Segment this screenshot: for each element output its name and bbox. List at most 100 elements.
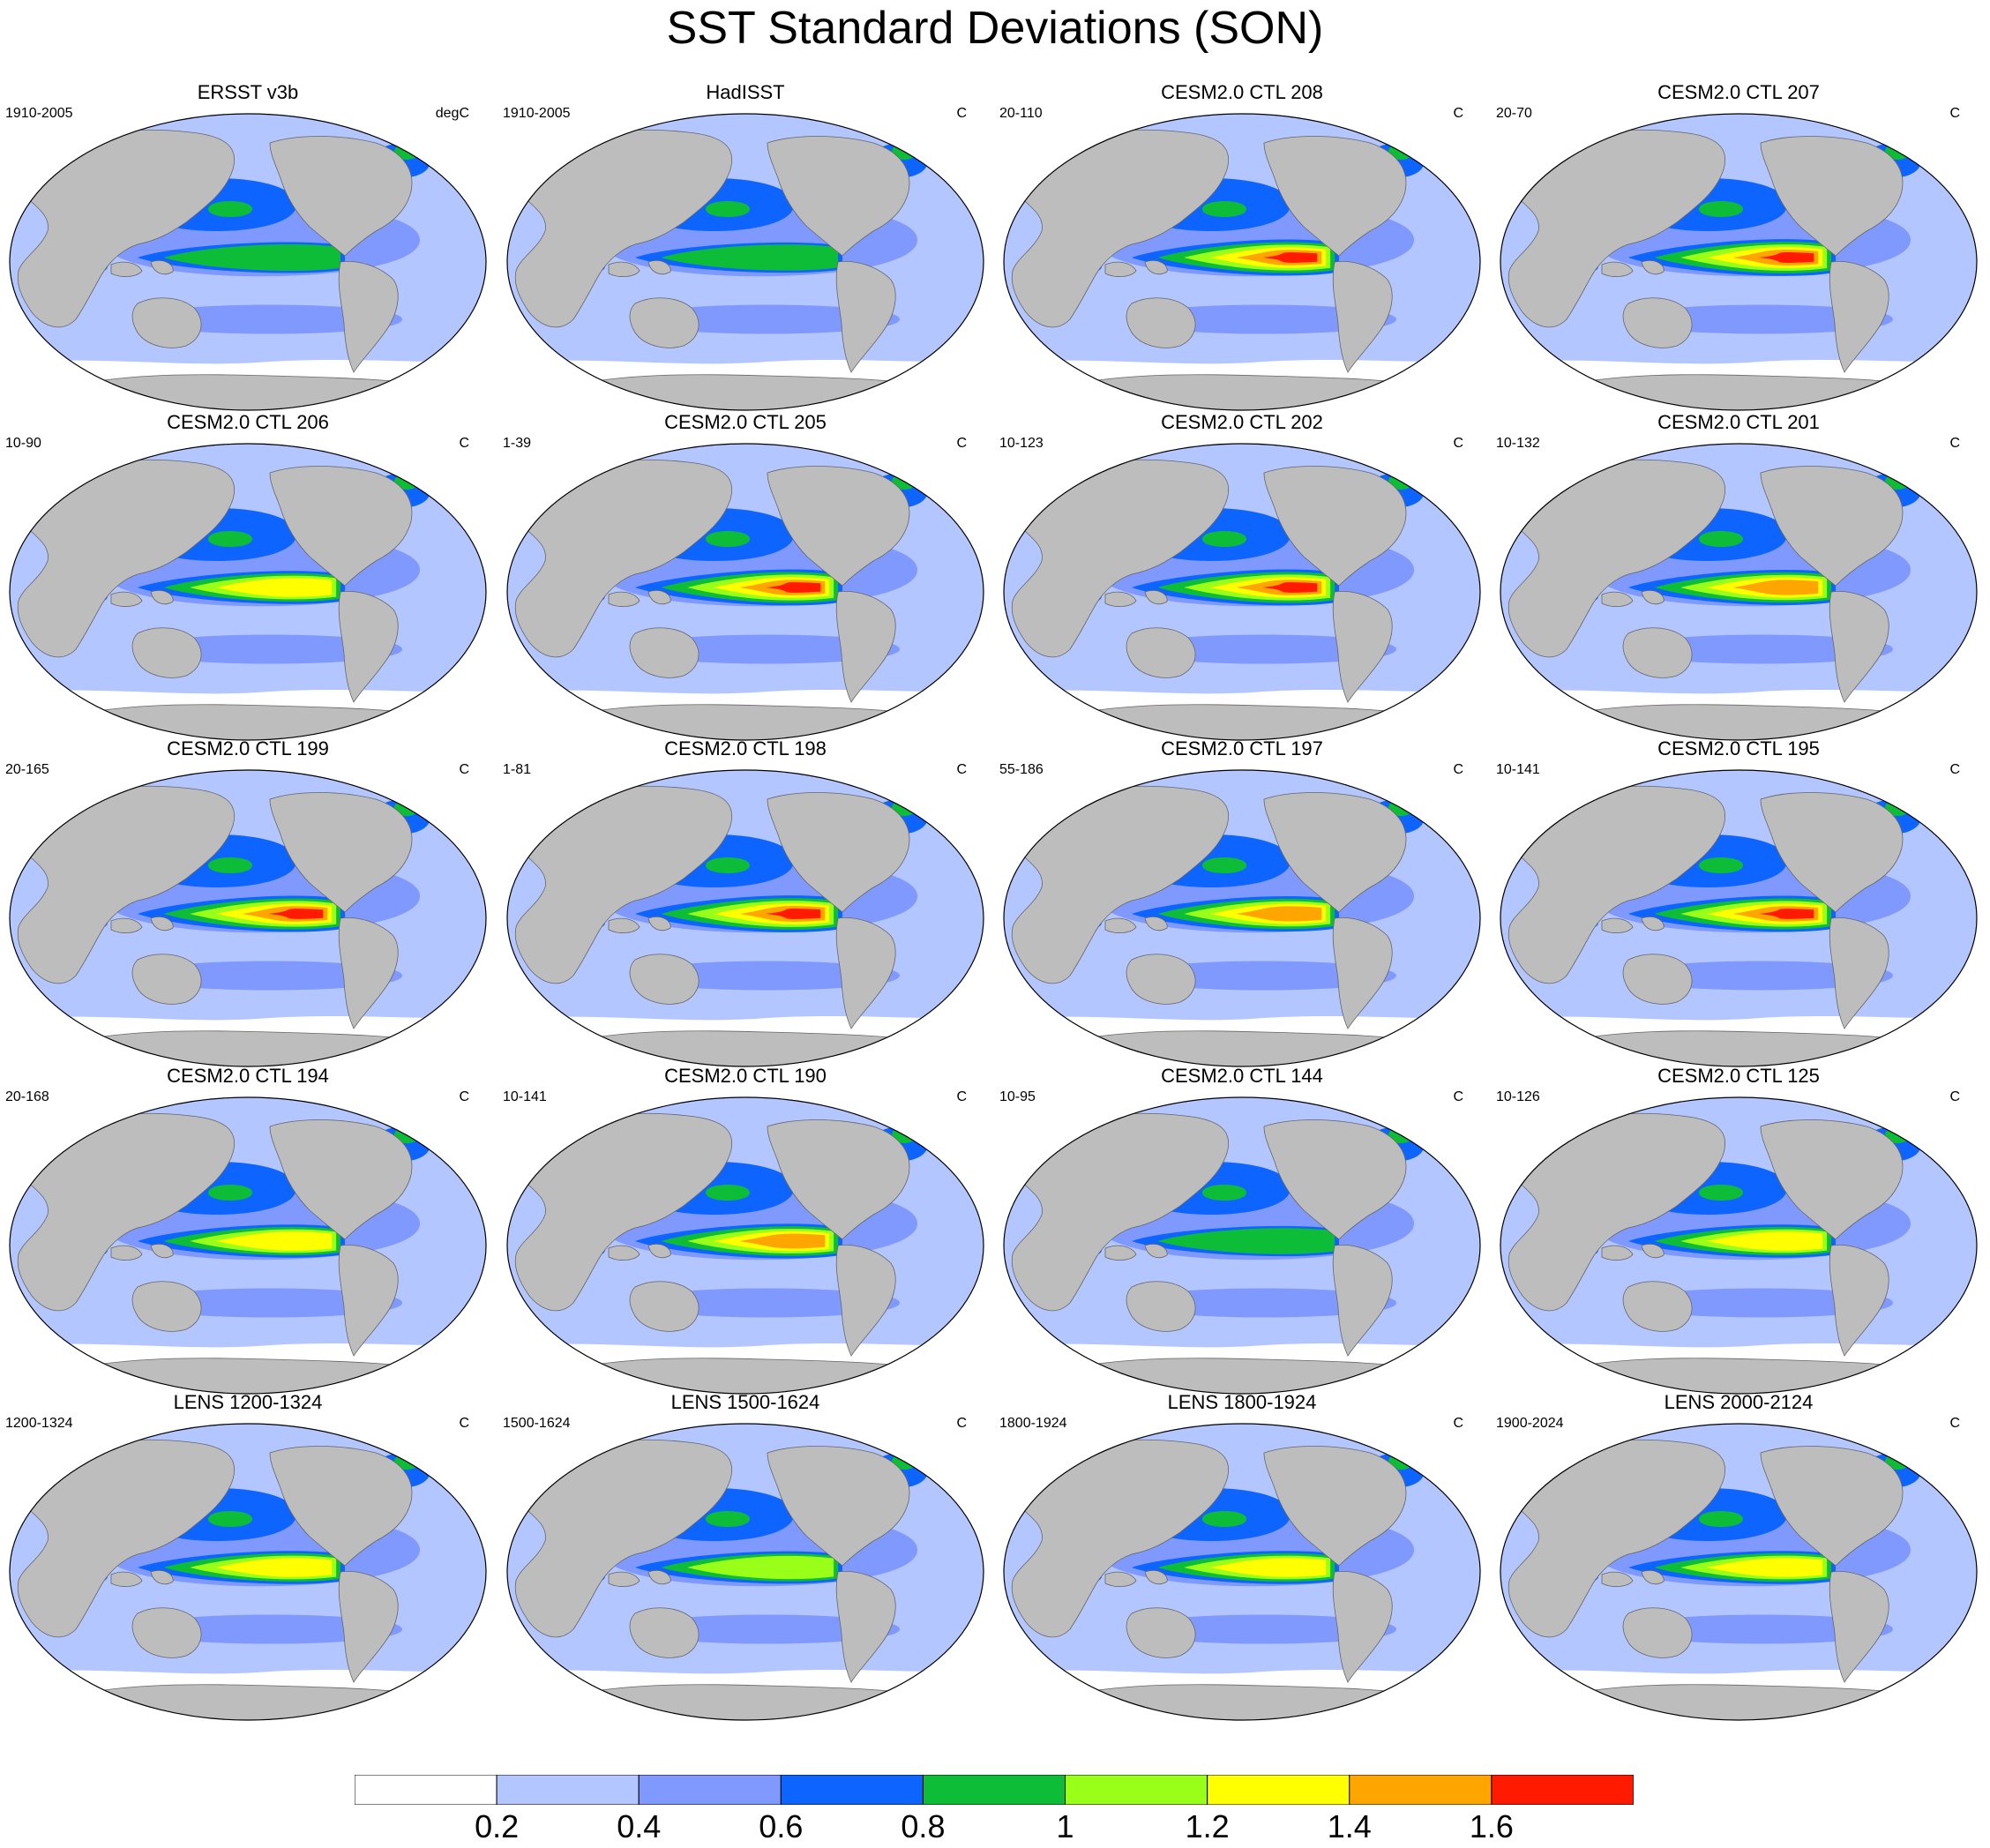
land-mass <box>1548 1684 1938 1720</box>
land-mass <box>338 917 399 1029</box>
map-outline <box>1500 769 1978 1067</box>
land-mass <box>1622 954 1693 1005</box>
land-mass <box>608 917 640 933</box>
panel-years: 1-81 <box>503 762 532 777</box>
sst-map <box>506 443 984 741</box>
land-mass <box>1641 260 1665 275</box>
land-mass <box>110 1245 143 1261</box>
sst-map <box>1500 1096 1978 1395</box>
map-outline <box>506 769 984 1067</box>
map-outline <box>1500 113 1978 411</box>
map-outline <box>506 1423 984 1721</box>
map-field <box>1500 444 1977 740</box>
land-mass <box>1263 792 1407 913</box>
land-mass <box>1601 261 1634 277</box>
land-mass <box>1829 591 1889 703</box>
land-mass <box>131 1281 202 1332</box>
panel-years: 10-123 <box>999 436 1044 451</box>
land-mass <box>1104 1245 1137 1261</box>
land-mass <box>110 917 143 933</box>
sst-map <box>9 113 487 411</box>
map-field <box>1500 1424 1977 1720</box>
map-outline <box>9 443 487 741</box>
panel-years: 1800-1924 <box>999 1416 1067 1431</box>
land-mass <box>1622 627 1693 678</box>
land-mass <box>647 917 671 931</box>
land-mass <box>1760 466 1904 587</box>
land-mass <box>835 591 896 703</box>
panel-units: C <box>956 106 967 121</box>
land-mass <box>406 452 443 477</box>
map-outline <box>1003 443 1481 741</box>
land-mass <box>1126 1281 1196 1332</box>
land-mass <box>608 1245 640 1261</box>
land-mass <box>57 374 447 410</box>
land-mass <box>647 1570 671 1585</box>
panel-years: 1-39 <box>503 436 532 451</box>
land-mass <box>1601 591 1634 607</box>
land-mass <box>338 591 399 703</box>
map-field <box>1004 770 1480 1066</box>
colorbar-tick-label: 0.6 <box>759 1808 804 1844</box>
map-panel: CESM2.0 CTL 207 20-70 C <box>1496 81 1981 416</box>
map-outline <box>9 1096 487 1395</box>
map-outline <box>506 113 984 411</box>
sst-map <box>506 1096 984 1395</box>
panel-units: C <box>1453 762 1463 777</box>
colorbar-tick-label: 1.4 <box>1327 1808 1372 1844</box>
colorbar-swatch <box>355 1775 498 1805</box>
panel-title: CESM2.0 CTL 206 <box>167 411 329 433</box>
land-mass <box>903 778 940 804</box>
land-mass <box>1760 1119 1904 1240</box>
map-field <box>10 1424 486 1720</box>
panel-years: 55-186 <box>999 762 1044 777</box>
land-mass <box>1896 452 1934 477</box>
land-mass <box>514 1112 732 1312</box>
map-field <box>10 444 486 740</box>
panel-title: LENS 2000-2124 <box>1664 1391 1814 1413</box>
sst-map <box>506 113 984 411</box>
land-mass <box>1760 136 1904 257</box>
panel-years: 10-95 <box>999 1089 1036 1104</box>
panel-years: 20-168 <box>5 1089 49 1104</box>
land-mass <box>903 122 940 147</box>
panel-units: C <box>956 1416 967 1431</box>
map-field <box>1004 1097 1480 1394</box>
panel-title: LENS 1500-1624 <box>670 1391 820 1413</box>
map-panel: CESM2.0 CTL 190 10-141 C <box>503 1065 988 1400</box>
map-field <box>507 114 984 410</box>
colorbar-tick-label: 1 <box>1056 1808 1074 1844</box>
land-mass <box>514 1439 732 1638</box>
panel-years: 1910-2005 <box>503 106 571 121</box>
land-mass <box>131 297 202 348</box>
land-mass <box>1896 122 1934 147</box>
land-mass <box>647 260 671 275</box>
panel-units: C <box>1453 1089 1463 1104</box>
land-mass <box>629 1281 699 1332</box>
land-mass <box>150 590 174 605</box>
land-mass <box>406 1105 443 1131</box>
sst-map <box>1500 1423 1978 1721</box>
panel-units: C <box>1949 762 1960 777</box>
panel-years: 10-141 <box>503 1089 547 1104</box>
map-panel: HadISST 1910-2005 C <box>503 81 988 416</box>
land-mass <box>1601 1245 1634 1261</box>
land-mass <box>1104 917 1137 933</box>
panel-years: 10-141 <box>1496 762 1540 777</box>
panel-units: C <box>459 1089 469 1104</box>
map-outline <box>9 769 487 1067</box>
land-mass <box>1601 1571 1634 1587</box>
panel-units: C <box>956 436 967 451</box>
colorbar-swatch <box>1207 1775 1350 1805</box>
colorbar-swatch <box>1349 1775 1492 1805</box>
land-mass <box>767 1119 910 1240</box>
colorbar-swatch <box>780 1775 924 1805</box>
map-field <box>507 770 984 1066</box>
land-mass <box>1641 1244 1665 1259</box>
land-mass <box>1051 374 1441 410</box>
land-mass <box>17 1112 235 1312</box>
colorbar-tick-label: 0.4 <box>617 1808 662 1844</box>
map-field <box>507 1097 984 1394</box>
panel-years: 1200-1324 <box>5 1416 73 1431</box>
panel-title: LENS 1800-1924 <box>1167 1391 1317 1413</box>
